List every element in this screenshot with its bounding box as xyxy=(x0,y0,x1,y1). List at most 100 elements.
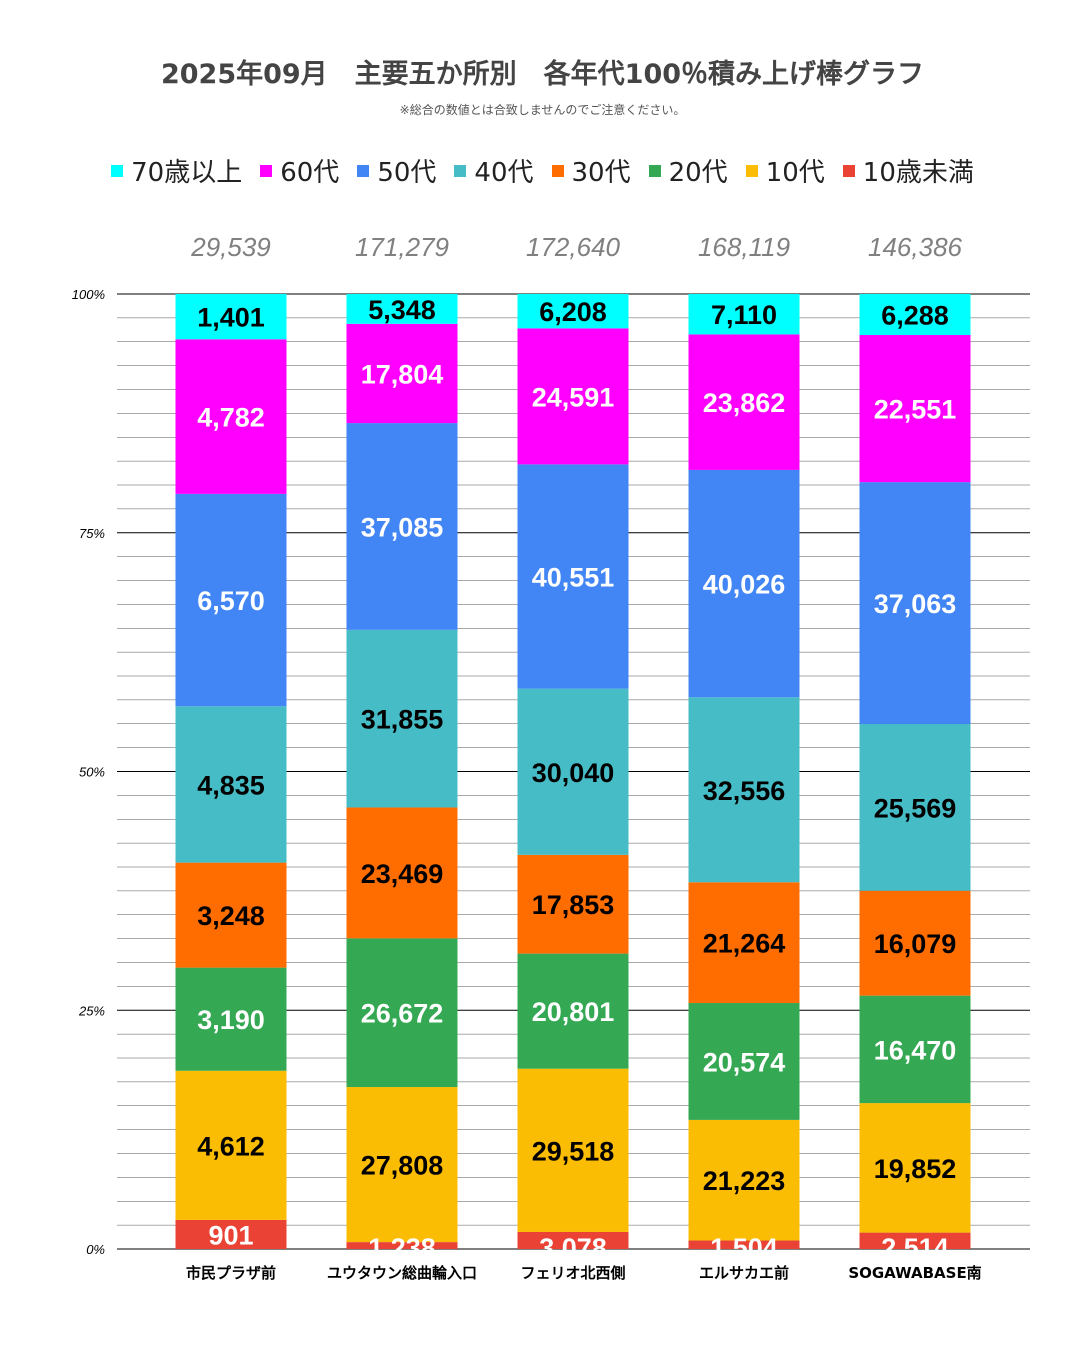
bar-segment xyxy=(517,953,629,1069)
data-label: 4,835 xyxy=(197,770,265,800)
bar-segment xyxy=(517,464,629,689)
bar-segment xyxy=(517,1068,629,1232)
bar-segment xyxy=(346,423,458,630)
data-label: 23,469 xyxy=(361,859,444,889)
bar-segment xyxy=(688,334,800,470)
data-label: 3,078 xyxy=(539,1233,607,1263)
legend-swatch xyxy=(648,164,661,177)
data-label: 4,612 xyxy=(197,1131,265,1161)
legend-item-0: 70歳以上 xyxy=(111,152,242,189)
bar-segment xyxy=(175,706,287,863)
legend-label: 10歳未満 xyxy=(862,158,974,188)
x-category-label: ユウタウン総曲輪入口 xyxy=(327,1264,477,1282)
data-label: 17,804 xyxy=(361,359,444,389)
bar-segment xyxy=(859,482,971,724)
legend-item-1: 60代 xyxy=(260,152,339,189)
data-label: 20,574 xyxy=(703,1047,786,1077)
legend: 70歳以上 60代 50代 40代 30代 20代 10代 10歳未満 xyxy=(0,152,1085,189)
legend-item-3: 40代 xyxy=(454,152,534,189)
data-label: 31,855 xyxy=(361,705,444,735)
bar-total-label: 146,386 xyxy=(868,232,963,262)
data-label: 32,556 xyxy=(703,776,786,806)
bar-segment xyxy=(859,1232,971,1249)
bar-segment xyxy=(688,1240,800,1249)
data-label: 40,026 xyxy=(703,570,786,600)
bar-segment xyxy=(517,328,629,465)
data-label: 24,591 xyxy=(532,382,615,412)
data-label: 1,504 xyxy=(710,1233,778,1263)
bar-segment xyxy=(517,294,629,329)
legend-swatch xyxy=(842,164,855,177)
legend-item-5: 20代 xyxy=(648,152,728,189)
data-label: 1,401 xyxy=(197,303,265,333)
bar-segment xyxy=(859,294,971,336)
bar-segment xyxy=(688,469,800,698)
bar-segment xyxy=(517,854,629,954)
bar-segment xyxy=(175,339,287,494)
data-label: 7,110 xyxy=(711,300,777,330)
bar-total-label: 29,539 xyxy=(190,232,271,262)
data-label: 901 xyxy=(208,1220,253,1250)
data-label: 25,569 xyxy=(874,793,957,823)
bar-segment xyxy=(859,335,971,483)
bar-segment xyxy=(175,294,287,340)
bar-segment xyxy=(346,323,458,424)
data-label: 16,470 xyxy=(874,1035,957,1065)
legend-item-2: 50代 xyxy=(357,152,436,189)
x-category-label: エルサカエ前 xyxy=(699,1264,789,1282)
bar-segment xyxy=(175,1219,287,1249)
data-label: 21,223 xyxy=(703,1166,786,1196)
chart-note: ※総合の数値とは合致しませんのでご注意ください。 xyxy=(399,103,686,117)
data-label: 40,551 xyxy=(532,563,615,593)
bar-total-label: 172,640 xyxy=(526,232,621,262)
data-label: 2,514 xyxy=(881,1233,949,1263)
y-tick-label: 50% xyxy=(79,765,105,780)
x-category-label: フェリオ北西側 xyxy=(520,1264,625,1282)
legend-swatch xyxy=(745,164,758,177)
data-label: 27,808 xyxy=(361,1151,444,1181)
data-label: 21,264 xyxy=(703,929,786,959)
legend-swatch xyxy=(454,164,467,177)
bar-segment xyxy=(859,1103,971,1233)
legend-swatch xyxy=(260,164,273,177)
bar-segment xyxy=(346,294,458,324)
data-label: 37,085 xyxy=(361,512,444,542)
bar-segment xyxy=(175,1070,287,1220)
data-label: 6,208 xyxy=(539,297,607,327)
data-label: 4,782 xyxy=(197,403,265,433)
bar-segment xyxy=(517,688,629,855)
legend-label: 20代 xyxy=(668,158,728,188)
data-label: 37,063 xyxy=(874,589,957,619)
bar-segment xyxy=(688,1119,800,1241)
legend-label: 70歳以上 xyxy=(131,158,243,188)
bar-segment xyxy=(346,629,458,808)
y-tick-label: 0% xyxy=(86,1242,105,1257)
legend-item-7: 10歳未満 xyxy=(842,152,974,189)
data-label: 30,040 xyxy=(532,758,615,788)
bar-segment xyxy=(688,1003,800,1120)
legend-swatch xyxy=(357,164,370,177)
legend-label: 60代 xyxy=(280,158,340,188)
data-label: 16,079 xyxy=(874,929,957,959)
data-label: 3,248 xyxy=(197,901,265,931)
data-label: 17,853 xyxy=(532,890,615,920)
legend-swatch xyxy=(111,164,124,177)
bar-segment xyxy=(346,807,458,939)
bar-segment xyxy=(688,294,800,335)
chart-title: 2025年09月 主要五か所別 各年代100％積み上げ棒グラフ xyxy=(160,59,925,90)
x-category-label: 市民プラザ前 xyxy=(186,1264,276,1282)
data-label: 23,862 xyxy=(703,388,786,418)
data-label: 22,551 xyxy=(874,395,957,425)
data-label: 6,288 xyxy=(881,301,949,331)
data-label: 5,348 xyxy=(368,295,436,325)
bar-segment xyxy=(517,1231,629,1249)
data-label: 29,518 xyxy=(532,1136,615,1166)
bar-segment xyxy=(175,862,287,968)
data-label: 26,672 xyxy=(361,999,444,1029)
legend-label: 40代 xyxy=(474,158,534,188)
y-tick-label: 100% xyxy=(72,287,105,302)
legend-item-4: 30代 xyxy=(551,152,631,189)
legend-label: 30代 xyxy=(571,158,631,188)
bar-segment xyxy=(859,723,971,891)
bar-segment xyxy=(859,890,971,996)
